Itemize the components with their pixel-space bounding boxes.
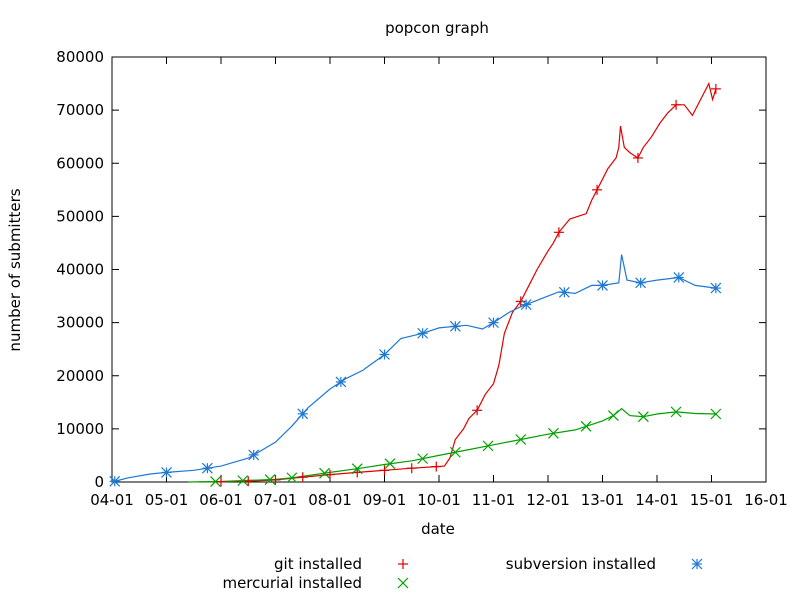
data-point-subversion — [449, 320, 461, 332]
series-markers — [109, 83, 722, 487]
x-tick-label: 13-01 — [581, 491, 625, 509]
x-tick-label: 05-01 — [145, 491, 189, 509]
x-tick-label: 08-01 — [308, 491, 352, 509]
data-point-subversion — [635, 277, 647, 289]
data-point-subversion — [109, 475, 121, 487]
y-tick-label: 0 — [94, 473, 104, 491]
data-point-subversion — [417, 327, 429, 339]
data-point-git — [632, 152, 643, 163]
chart-title: popcon graph — [385, 19, 489, 37]
data-point-subversion — [558, 286, 570, 298]
data-point-subversion — [161, 467, 172, 478]
data-point-git — [243, 476, 254, 487]
data-point-git — [515, 296, 526, 307]
data-point-subversion — [335, 376, 347, 388]
data-point-git — [297, 472, 308, 483]
data-point-mercurial — [264, 474, 276, 485]
y-tick-label: 50000 — [56, 207, 104, 225]
data-point-mercurial — [580, 420, 592, 432]
legend-symbol-mercurial — [397, 577, 409, 589]
data-point-mercurial — [482, 440, 494, 452]
x-axis-ticks: 04-01 05-01 06-01 07-01 08-01 09-01 10-01 11-01… — [90, 57, 788, 509]
y-tick-label: 40000 — [56, 261, 104, 279]
data-point-git — [710, 83, 721, 94]
plot-area — [111, 56, 767, 483]
y-axis-label: number of submitters — [6, 188, 24, 351]
legend-label-git: git installed — [274, 555, 362, 573]
legend-symbol-subversion — [691, 558, 703, 570]
x-tick-label: 16-01 — [744, 491, 788, 509]
data-point-subversion — [597, 280, 608, 291]
data-point-mercurial — [449, 446, 461, 458]
data-point-git — [270, 474, 281, 485]
data-point-git — [379, 465, 390, 476]
x-tick-label: 09-01 — [363, 491, 407, 509]
y-tick-label: 80000 — [56, 48, 104, 66]
data-point-git — [216, 476, 226, 487]
y-tick-label: 60000 — [56, 154, 104, 172]
data-point-mercurial — [548, 427, 559, 439]
x-tick-label: 07-01 — [254, 491, 298, 509]
x-tick-label: 14-01 — [635, 491, 679, 509]
legend-marker-mercurial — [397, 577, 409, 589]
data-point-mercurial — [210, 476, 221, 487]
legend-symbol-git — [398, 559, 408, 569]
x-tick-label: 04-01 — [90, 491, 134, 509]
legend: git installed mercurial installed subver… — [222, 555, 703, 592]
series-line-mercurial — [188, 407, 716, 483]
legend-marker-git — [398, 559, 408, 569]
data-point-mercurial — [237, 475, 249, 487]
y-tick-label: 20000 — [56, 367, 104, 385]
data-point-mercurial — [670, 406, 682, 418]
data-point-mercurial — [286, 472, 298, 484]
y-tick-label: 70000 — [56, 101, 104, 119]
data-point-mercurial — [384, 458, 396, 470]
data-point-git — [592, 184, 603, 195]
data-point-mercurial — [515, 434, 527, 445]
x-tick-label: 15-01 — [690, 491, 734, 509]
y-axis-ticks: 0 10000 20000 30000 40000 50000 60000 70000 8000… — [56, 48, 766, 491]
series-line-subversion — [111, 254, 716, 483]
data-point-git — [431, 461, 442, 472]
data-point-git — [406, 463, 417, 474]
x-tick-label: 11-01 — [472, 491, 516, 509]
legend-label-subversion: subversion installed — [506, 555, 656, 573]
data-point-subversion — [488, 317, 499, 329]
data-point-subversion — [248, 449, 260, 461]
x-tick-label: 12-01 — [526, 491, 570, 509]
data-point-mercurial — [351, 463, 363, 475]
data-point-subversion — [201, 462, 213, 474]
data-point-git — [553, 227, 564, 238]
data-point-subversion — [710, 282, 722, 294]
legend-marker-subversion — [691, 558, 703, 570]
y-tick-label: 10000 — [56, 420, 104, 438]
data-point-mercurial — [637, 411, 649, 423]
data-point-mercurial — [319, 467, 330, 479]
data-point-subversion — [673, 272, 685, 283]
x-tick-label: 10-01 — [417, 491, 461, 509]
data-point-git — [671, 99, 682, 110]
data-point-mercurial — [710, 408, 722, 420]
y-tick-label: 30000 — [56, 314, 104, 332]
legend-label-mercurial: mercurial installed — [222, 574, 362, 592]
data-point-mercurial — [417, 453, 429, 465]
data-point-subversion — [520, 299, 532, 310]
series-lines — [111, 81, 717, 483]
x-axis-label: date — [421, 520, 455, 538]
data-point-subversion — [379, 349, 390, 360]
data-point-subversion — [297, 408, 309, 420]
data-point-git — [472, 405, 483, 416]
data-point-mercurial — [607, 410, 619, 422]
x-tick-label: 06-01 — [199, 491, 243, 509]
